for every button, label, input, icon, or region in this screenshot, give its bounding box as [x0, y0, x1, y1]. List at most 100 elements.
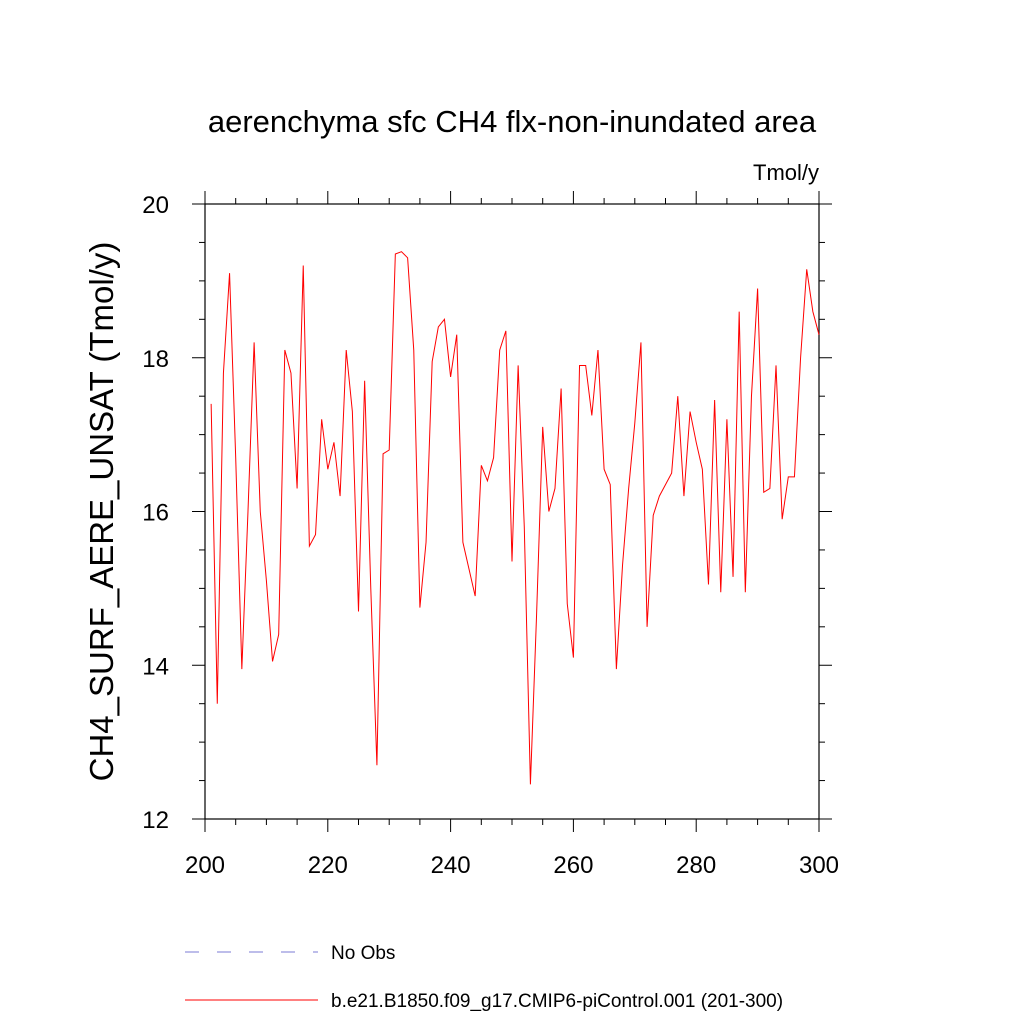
data-point	[425, 542, 426, 543]
data-point	[542, 426, 543, 427]
data-point	[432, 361, 433, 362]
data-point	[640, 342, 641, 343]
data-point	[333, 442, 334, 443]
data-point	[597, 349, 598, 350]
data-point	[634, 422, 635, 423]
data-point	[487, 480, 488, 481]
data-point	[788, 476, 789, 477]
y-axis-label: CH4_SURF_AERE_UNSAT (Tmol/y)	[83, 242, 120, 782]
data-point	[364, 380, 365, 381]
x-tick-label: 220	[308, 852, 348, 879]
data-point	[413, 349, 414, 350]
data-point	[284, 349, 285, 350]
data-point	[309, 545, 310, 546]
data-point	[247, 511, 248, 512]
data-point	[358, 611, 359, 612]
data-point	[763, 492, 764, 493]
data-point	[499, 349, 500, 350]
data-point	[585, 365, 586, 366]
data-point	[622, 565, 623, 566]
data-point	[616, 668, 617, 669]
data-point	[610, 484, 611, 485]
y-tick-label: 16	[142, 500, 169, 527]
data-point	[217, 703, 218, 704]
y-tick-label: 12	[142, 807, 169, 834]
x-tick-label: 280	[676, 852, 716, 879]
data-point	[260, 511, 261, 512]
data-point	[370, 588, 371, 589]
data-point	[438, 326, 439, 327]
data-point	[468, 569, 469, 570]
data-point	[493, 457, 494, 458]
data-point	[530, 784, 531, 785]
data-point	[646, 626, 647, 627]
data-point	[591, 415, 592, 416]
data-point	[794, 476, 795, 477]
data-point	[726, 419, 727, 420]
data-point	[677, 396, 678, 397]
data-point	[346, 349, 347, 350]
data-point	[315, 534, 316, 535]
data-point	[475, 595, 476, 596]
data-point	[561, 388, 562, 389]
chart-title: aerenchyma sfc CH4 flx-non-inundated are…	[208, 104, 817, 139]
data-point	[782, 519, 783, 520]
data-point	[653, 515, 654, 516]
data-point	[407, 257, 408, 258]
data-point	[732, 576, 733, 577]
data-point	[401, 251, 402, 252]
data-point	[683, 496, 684, 497]
data-point	[671, 472, 672, 473]
series-line	[210, 251, 820, 785]
data-point	[456, 334, 457, 335]
data-point	[235, 457, 236, 458]
data-point	[775, 365, 776, 366]
data-point	[450, 376, 451, 377]
data-point	[702, 469, 703, 470]
data-point	[708, 584, 709, 585]
legend-label-no-obs: No Obs	[331, 943, 395, 964]
x-tick-label: 260	[553, 852, 593, 879]
data-point	[395, 253, 396, 254]
x-tick-label: 240	[431, 852, 471, 879]
plot-frame	[204, 203, 820, 820]
data-point	[689, 411, 690, 412]
data-point	[818, 334, 819, 335]
data-point	[579, 365, 580, 366]
data-point	[327, 469, 328, 470]
data-point	[739, 311, 740, 312]
data-point	[481, 465, 482, 466]
data-point	[628, 488, 629, 489]
units-label: Tmol/y	[753, 160, 819, 185]
data-point	[505, 330, 506, 331]
data-point	[536, 615, 537, 616]
data-point	[573, 657, 574, 658]
legend-label-series: b.e21.B1850.f09_g17.CMIP6-piControl.001 …	[331, 991, 783, 1012]
data-point	[321, 419, 322, 420]
x-tick-label: 200	[185, 852, 225, 879]
data-point	[720, 592, 721, 593]
data-point	[278, 634, 279, 635]
data-point	[769, 488, 770, 489]
data-point	[696, 442, 697, 443]
data-point	[567, 603, 568, 604]
data-point	[254, 342, 255, 343]
data-point	[518, 365, 519, 366]
data-point	[352, 411, 353, 412]
data-point	[524, 526, 525, 527]
y-tick-label: 20	[142, 192, 169, 219]
plot-area: aerenchyma sfc CH4 flx-non-inundated are…	[83, 104, 839, 1012]
data-point	[290, 373, 291, 374]
data-point	[751, 396, 752, 397]
data-point	[548, 511, 549, 512]
y-tick-label: 18	[142, 346, 169, 373]
data-point	[266, 580, 267, 581]
x-tick-label: 300	[799, 852, 839, 879]
data-point	[745, 592, 746, 593]
data-point	[389, 449, 390, 450]
data-point	[211, 403, 212, 404]
data-point	[800, 357, 801, 358]
data-point	[241, 668, 242, 669]
data-point	[554, 488, 555, 489]
data-point	[444, 319, 445, 320]
